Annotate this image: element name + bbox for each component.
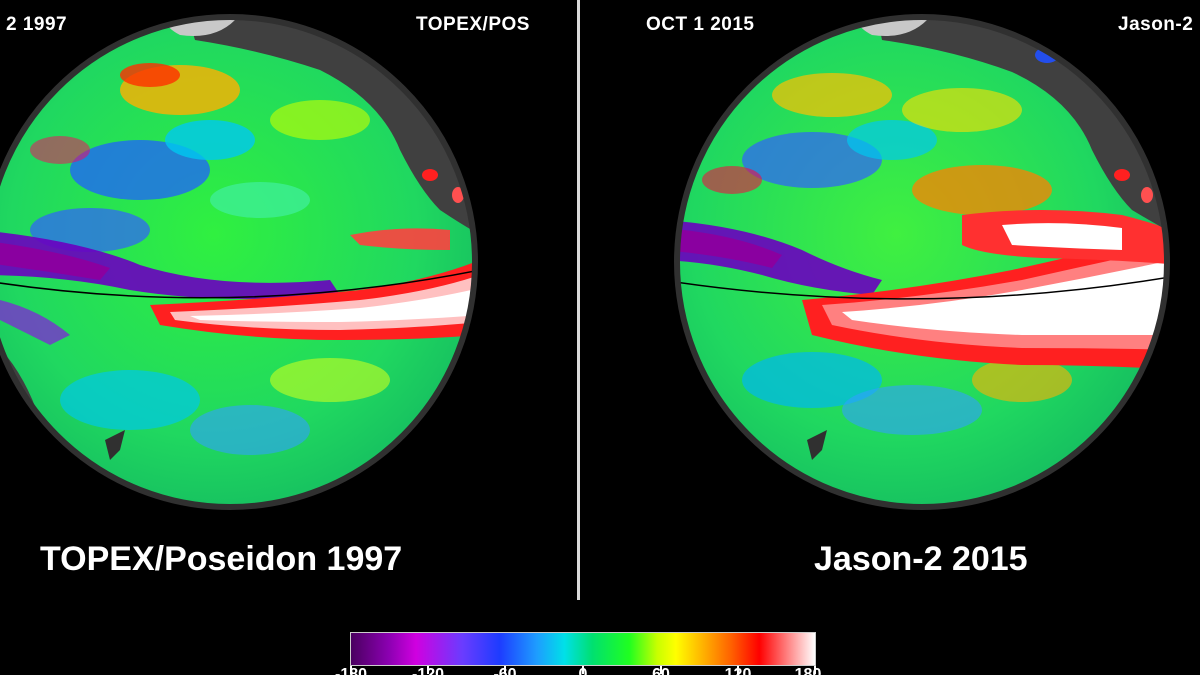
colorbar-tick — [660, 666, 662, 674]
colorbar-tick-label: 0 — [578, 666, 588, 675]
panel-title: Jason-2 2015 — [814, 540, 1028, 578]
date-label: OCT 1 2015 — [646, 14, 755, 35]
colorbar-tick-label: 120 — [724, 666, 752, 675]
colorbar-tick — [350, 666, 352, 674]
colorbar-tick-label: -180 — [334, 666, 368, 675]
land-new-zealand — [807, 430, 827, 460]
colorbar-tick — [582, 666, 584, 674]
colorbar-tick — [427, 666, 429, 674]
satellite-label: Jason-2 — [1118, 14, 1194, 35]
colorbar-tick — [737, 666, 739, 674]
satellite-label: TOPEX/POS — [416, 14, 530, 35]
colorbar-tick-label: 60 — [652, 666, 670, 675]
colorbar-tick-label: 180 — [794, 666, 822, 675]
globe-2015 — [674, 14, 1170, 510]
panel-2015: OCT 1 2015 Jason-2 Jason-2 2015 — [582, 0, 1200, 610]
panel-1997: 2 1997 TOPEX/POS TOPEX/Poseidon 1997 — [0, 0, 576, 610]
globe-1997 — [0, 14, 478, 510]
colorbar-tick — [814, 666, 816, 674]
panel-title: TOPEX/Poseidon 1997 — [40, 540, 403, 578]
colorbar-gradient — [350, 632, 816, 666]
colorbar-tick-label: -60 — [493, 666, 517, 675]
colorbar-tick-label: -120 — [411, 666, 445, 675]
colorbar — [350, 632, 816, 675]
colorbar-tick — [504, 666, 506, 674]
panel-divider — [577, 0, 580, 600]
land-new-zealand — [105, 430, 125, 460]
date-label: 2 1997 — [6, 14, 68, 35]
